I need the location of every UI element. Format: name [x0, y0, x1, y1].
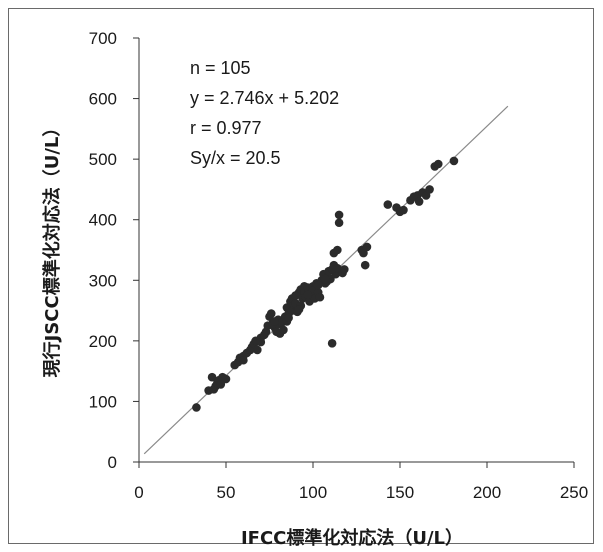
- data-point: [425, 185, 434, 194]
- data-point: [327, 265, 337, 274]
- x-tick-label: 50: [217, 483, 236, 502]
- data-point: [192, 403, 201, 412]
- data-point: [279, 325, 288, 335]
- data-point: [333, 245, 342, 255]
- data-points: [192, 156, 459, 412]
- y-tick-label: 0: [108, 453, 117, 472]
- stat-line: y = 2.746x + 5.202: [190, 88, 339, 108]
- y-tick-label: 600: [89, 90, 117, 109]
- y-axis: 0 100 200 300 400 500 600 700: [89, 29, 140, 472]
- data-point: [303, 290, 313, 300]
- data-point: [360, 260, 370, 270]
- data-point: [414, 197, 424, 206]
- y-tick-label: 700: [89, 29, 117, 48]
- data-point: [256, 337, 266, 347]
- x-tick-label: 150: [386, 483, 414, 502]
- x-tick-label: 200: [473, 483, 501, 502]
- y-axis-title: 現行JSCC標準化対応法（U/L）: [41, 119, 63, 378]
- y-tick-label: 200: [89, 332, 117, 351]
- data-point: [216, 380, 226, 389]
- data-point: [334, 210, 344, 220]
- data-point: [294, 305, 304, 314]
- data-point: [315, 292, 325, 302]
- stat-line: Sy/x = 20.5: [190, 148, 281, 168]
- data-point: [270, 317, 280, 326]
- x-axis-title: IFCC標準化対応法（U/L）: [241, 527, 463, 549]
- y-tick-label: 400: [89, 211, 117, 230]
- data-point: [313, 280, 323, 290]
- data-point: [266, 309, 276, 318]
- data-point: [340, 265, 349, 274]
- y-tick-label: 300: [89, 271, 117, 290]
- data-point: [239, 355, 248, 365]
- data-point: [253, 345, 262, 355]
- stat-line: r = 0.977: [190, 118, 262, 138]
- data-point: [399, 205, 408, 215]
- chart-frame: [8, 8, 594, 544]
- x-tick-label: 100: [299, 483, 327, 502]
- data-point: [383, 200, 393, 209]
- statistics-box: n = 105 y = 2.746x + 5.202 r = 0.977 Sy/x =…: [190, 58, 339, 168]
- y-tick-label: 500: [89, 150, 117, 169]
- x-axis: 0 50 100 150 200 250: [134, 461, 588, 502]
- data-point: [334, 218, 344, 228]
- stat-line: n = 105: [190, 58, 251, 78]
- data-point: [320, 274, 330, 284]
- data-point: [207, 372, 217, 382]
- data-point: [433, 159, 443, 169]
- x-tick-label: 0: [134, 483, 143, 502]
- y-tick-label: 100: [89, 392, 117, 411]
- x-tick-label: 250: [560, 483, 588, 502]
- data-point: [449, 156, 459, 166]
- data-point: [362, 242, 372, 252]
- data-point: [284, 313, 293, 323]
- data-point: [221, 374, 231, 384]
- data-point: [327, 338, 337, 348]
